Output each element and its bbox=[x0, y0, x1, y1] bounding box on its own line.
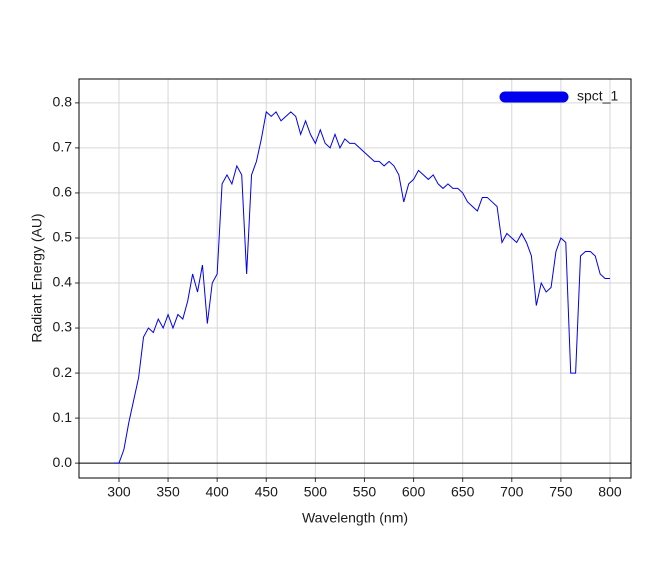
y-tick-label: 0.2 bbox=[53, 364, 73, 380]
y-tick-label: 0.3 bbox=[53, 319, 73, 335]
x-tick-label: 700 bbox=[500, 484, 524, 500]
x-tick-label: 450 bbox=[255, 484, 279, 500]
x-tick-label: 550 bbox=[353, 484, 377, 500]
y-tick-label: 0.1 bbox=[53, 409, 73, 425]
y-tick-label: 0.6 bbox=[53, 184, 73, 200]
x-tick-label: 650 bbox=[451, 484, 475, 500]
y-tick-label: 0.8 bbox=[53, 94, 73, 110]
plot-border bbox=[78, 78, 632, 479]
x-tick-label: 600 bbox=[402, 484, 426, 500]
x-tick-label: 300 bbox=[107, 484, 131, 500]
x-tick-label: 400 bbox=[205, 484, 229, 500]
y-tick-label: 0.0 bbox=[53, 454, 73, 470]
y-tick-label: 0.5 bbox=[53, 229, 73, 245]
x-tick-label: 500 bbox=[304, 484, 328, 500]
y-axis-label: Radiant Energy (AU) bbox=[29, 213, 45, 342]
x-tick-label: 800 bbox=[598, 484, 622, 500]
x-axis-label: Wavelength (nm) bbox=[302, 510, 408, 526]
x-tick-label: 350 bbox=[156, 484, 180, 500]
y-tick-label: 0.4 bbox=[53, 274, 73, 290]
legend-label: spct_1 bbox=[577, 88, 618, 104]
x-tick-label: 750 bbox=[549, 484, 573, 500]
y-tick-label: 0.7 bbox=[53, 139, 73, 155]
data-line bbox=[114, 110, 610, 464]
